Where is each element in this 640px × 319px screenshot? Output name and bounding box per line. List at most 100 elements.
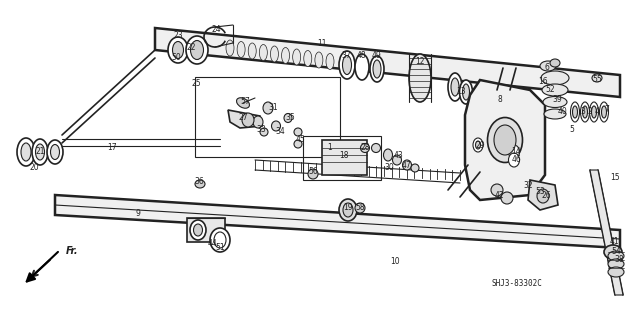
Text: 45: 45	[295, 136, 305, 145]
Ellipse shape	[589, 102, 598, 122]
Text: 54: 54	[611, 248, 621, 256]
Ellipse shape	[580, 102, 589, 122]
Text: 46: 46	[511, 155, 521, 165]
Ellipse shape	[35, 144, 45, 160]
Ellipse shape	[271, 121, 280, 131]
Text: 4: 4	[595, 108, 600, 116]
Text: 11: 11	[317, 40, 327, 48]
Ellipse shape	[308, 169, 318, 179]
Ellipse shape	[263, 102, 273, 114]
Ellipse shape	[582, 106, 588, 118]
Ellipse shape	[543, 97, 567, 108]
Ellipse shape	[544, 109, 566, 119]
Text: 20: 20	[29, 162, 39, 172]
Ellipse shape	[51, 145, 60, 160]
Ellipse shape	[294, 128, 302, 136]
Ellipse shape	[282, 48, 289, 63]
Text: 29: 29	[475, 140, 485, 150]
Ellipse shape	[600, 102, 609, 122]
Text: 37: 37	[341, 51, 351, 61]
Bar	[195, 77, 340, 157]
Ellipse shape	[370, 56, 384, 82]
Text: 48: 48	[356, 50, 366, 60]
Ellipse shape	[253, 116, 263, 128]
Ellipse shape	[463, 84, 470, 100]
Text: 52: 52	[545, 85, 555, 94]
Text: 35: 35	[285, 114, 295, 122]
Text: 19: 19	[343, 204, 353, 212]
Ellipse shape	[570, 102, 579, 122]
Ellipse shape	[542, 84, 568, 96]
Ellipse shape	[473, 138, 483, 152]
Text: 23: 23	[173, 31, 183, 40]
Bar	[303, 136, 381, 180]
Text: 27: 27	[238, 114, 248, 122]
Text: 36: 36	[194, 177, 204, 187]
Ellipse shape	[237, 98, 250, 108]
Polygon shape	[55, 195, 620, 248]
Ellipse shape	[195, 180, 205, 188]
Text: 5: 5	[570, 125, 575, 135]
Bar	[187, 218, 225, 242]
Ellipse shape	[343, 203, 353, 217]
Ellipse shape	[248, 43, 256, 59]
Ellipse shape	[488, 117, 522, 162]
Text: 10: 10	[390, 257, 400, 266]
Ellipse shape	[242, 113, 254, 127]
Ellipse shape	[608, 259, 624, 269]
Text: 30: 30	[384, 164, 394, 173]
Ellipse shape	[339, 51, 355, 79]
Ellipse shape	[32, 139, 48, 165]
Ellipse shape	[294, 140, 302, 148]
Ellipse shape	[448, 73, 462, 101]
Text: 33: 33	[256, 125, 266, 135]
Ellipse shape	[491, 184, 503, 196]
Text: 53: 53	[535, 188, 545, 197]
Text: 6: 6	[545, 63, 549, 72]
Ellipse shape	[540, 61, 556, 71]
Polygon shape	[465, 80, 545, 200]
Text: 22: 22	[186, 43, 196, 53]
Text: 34: 34	[275, 128, 285, 137]
Text: 55: 55	[592, 76, 602, 85]
Ellipse shape	[592, 74, 602, 82]
Text: 21: 21	[35, 147, 45, 157]
Ellipse shape	[608, 251, 624, 261]
Ellipse shape	[284, 114, 292, 122]
Ellipse shape	[186, 36, 208, 64]
Ellipse shape	[260, 128, 268, 136]
Text: 12: 12	[415, 57, 425, 66]
Ellipse shape	[573, 106, 577, 118]
Ellipse shape	[271, 46, 278, 62]
Bar	[322, 140, 367, 175]
Text: 40: 40	[557, 108, 567, 116]
Ellipse shape	[541, 71, 569, 85]
Ellipse shape	[591, 106, 596, 118]
Ellipse shape	[259, 44, 268, 61]
Text: 24: 24	[211, 26, 221, 34]
Ellipse shape	[537, 189, 549, 203]
Text: 58: 58	[355, 203, 365, 211]
Text: 16: 16	[538, 78, 548, 86]
Ellipse shape	[237, 41, 245, 57]
Text: 47: 47	[402, 161, 412, 170]
Text: 8: 8	[498, 95, 502, 105]
Ellipse shape	[168, 37, 188, 63]
Ellipse shape	[315, 52, 323, 68]
Ellipse shape	[21, 143, 31, 161]
Text: 2: 2	[588, 108, 593, 116]
Text: 43: 43	[394, 151, 404, 160]
Ellipse shape	[604, 245, 622, 259]
Ellipse shape	[360, 144, 369, 152]
Ellipse shape	[373, 60, 381, 78]
Ellipse shape	[292, 49, 301, 65]
Text: 42: 42	[494, 191, 504, 201]
Text: 50: 50	[171, 54, 181, 63]
Text: 1: 1	[328, 144, 332, 152]
Ellipse shape	[403, 160, 412, 170]
Text: 18: 18	[339, 152, 349, 160]
Polygon shape	[590, 170, 623, 295]
Text: 49: 49	[372, 50, 382, 60]
Text: 25: 25	[191, 79, 201, 88]
Text: 14: 14	[511, 147, 521, 157]
